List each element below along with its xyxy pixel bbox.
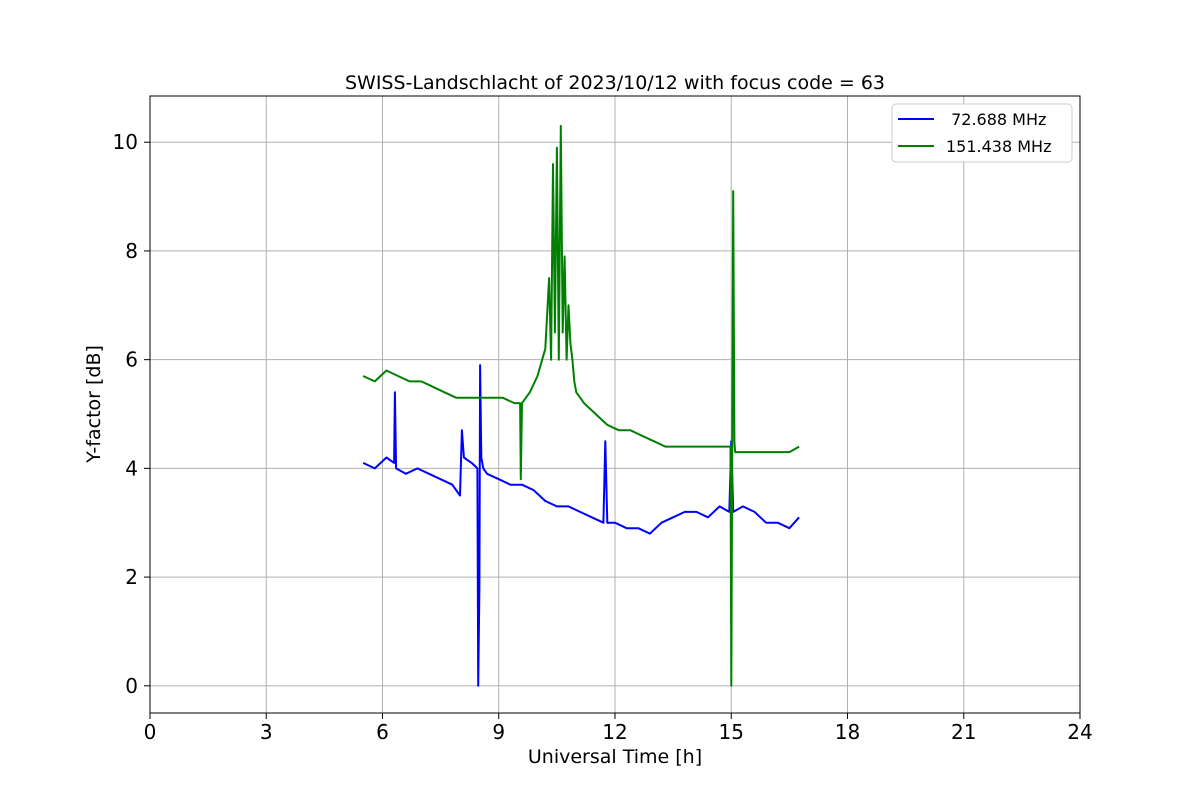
- y-tick-label: 4: [125, 456, 138, 480]
- y-tick-label: 0: [125, 674, 138, 698]
- x-tick-label: 24: [1067, 720, 1092, 744]
- x-tick-label: 6: [376, 720, 389, 744]
- x-tick-label: 15: [719, 720, 744, 744]
- series-line-72mhz: [362, 364, 800, 687]
- legend-box: [891, 103, 1073, 163]
- grid: [150, 96, 1080, 713]
- x-tick-label: 0: [144, 720, 157, 744]
- x-tick-label: 3: [260, 720, 273, 744]
- y-axis-label: Y-factor [dB]: [83, 345, 105, 464]
- chart-title: SWISS-Landschlacht of 2023/10/12 with fo…: [345, 72, 885, 94]
- plot-area: [362, 124, 800, 687]
- legend: 72.688 MHz 151.438 MHz: [891, 103, 1073, 163]
- x-tick-label: 9: [492, 720, 505, 744]
- legend-label-72mhz: 72.688 MHz: [946, 110, 1046, 129]
- x-axis-label: Universal Time [h]: [528, 746, 702, 768]
- legend-label-151mhz: 151.438 MHz: [946, 137, 1051, 156]
- y-tick-label: 2: [125, 565, 138, 589]
- x-tick-label: 18: [835, 720, 860, 744]
- series-line-151mhz: [362, 124, 800, 687]
- y-tick-label: 8: [125, 239, 138, 263]
- y-tick-label: 6: [125, 348, 138, 372]
- x-tick-label: 12: [602, 720, 627, 744]
- x-tick-label: 21: [951, 720, 976, 744]
- y-tick-label: 10: [113, 130, 138, 154]
